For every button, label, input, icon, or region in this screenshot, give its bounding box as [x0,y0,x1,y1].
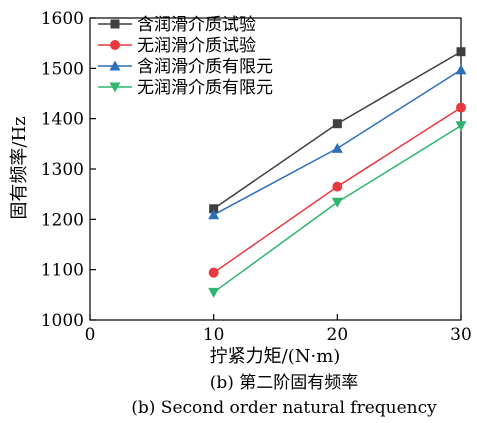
y-axis-title: 固有频率/Hz [9,116,30,219]
caption-en: (b) Second order natural frequency [131,398,437,418]
legend-marker [109,82,121,93]
x-tick-label: 10 [203,325,225,345]
legend-marker [110,19,120,29]
y-tick-label: 1200 [41,210,84,230]
caption-cn: (b) 第二阶固有频率 [210,373,359,393]
data-point [455,121,467,132]
data-point [208,267,219,278]
legend-item: 含润滑介质有限元 [98,57,273,77]
data-point [331,197,343,208]
data-point [456,47,466,57]
data-point [455,64,467,75]
legend-item: 无润滑介质试验 [98,36,256,56]
legend-label: 无润滑介质试验 [137,36,256,56]
series-4 [208,121,467,298]
y-axis-ticks: 1000 1100 1200 1300 1400 1500 1600 [41,9,96,331]
y-tick-label: 1300 [41,160,84,180]
series-layer [208,47,467,298]
y-tick-label: 1000 [41,311,84,331]
data-point [331,142,343,153]
x-tick-label: 30 [450,325,472,345]
legend-label: 含润滑介质试验 [137,15,256,35]
legend-label: 含润滑介质有限元 [137,57,273,77]
legend-item: 含润滑介质试验 [98,15,256,35]
legend-marker [109,60,121,71]
y-tick-label: 1100 [41,261,84,281]
data-point [209,204,219,214]
data-point [208,287,220,298]
y-tick-label: 1500 [41,59,84,79]
series-2 [208,102,466,278]
legend-marker [110,40,120,50]
data-point [332,119,342,129]
data-point [208,209,220,220]
x-tick-label: 0 [85,325,96,345]
x-tick-label: 20 [327,325,349,345]
data-point [332,181,343,192]
x-axis-ticks: 0 10 20 30 [85,314,472,345]
legend-item: 无润滑介质有限元 [98,78,273,98]
legend-label: 无润滑介质有限元 [137,78,273,98]
y-tick-label: 1400 [41,110,84,130]
data-point [456,102,466,113]
y-tick-label: 1600 [41,9,84,29]
x-axis-title: 拧紧力矩/(N·m) [210,346,341,367]
series-1 [209,47,466,214]
series-3 [208,64,467,220]
